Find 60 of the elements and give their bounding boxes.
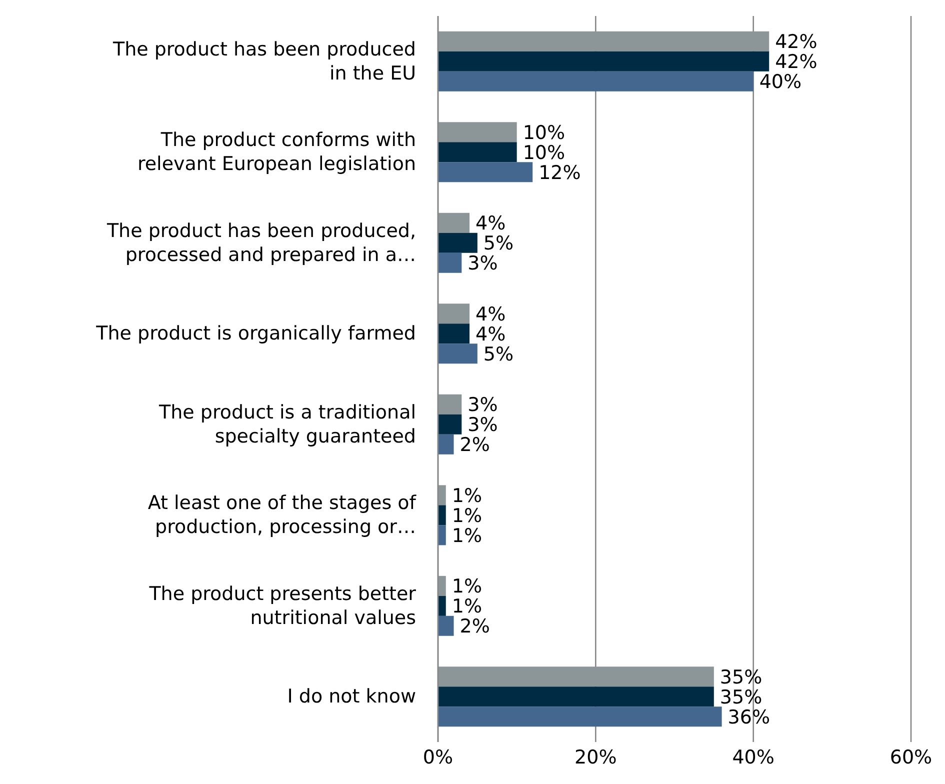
data-label: 2% [460, 434, 490, 456]
y-tick-label: The product presents better nutritional values [148, 582, 416, 629]
bar [438, 324, 470, 344]
data-label: 40% [759, 71, 802, 94]
bar [438, 525, 446, 546]
data-label: 36% [728, 706, 770, 728]
y-tick-label: At least one of the stages of production, processing or… [148, 492, 418, 538]
data-label: 5% [483, 343, 514, 366]
data-label: 42% [775, 51, 818, 74]
y-tick-label: The product is a traditional specialty guaranteed [158, 401, 416, 448]
bar [438, 394, 462, 414]
x-tick-label: 40% [732, 746, 774, 768]
data-label: 4% [476, 303, 506, 326]
bar [438, 212, 470, 233]
data-label: 42% [775, 31, 818, 54]
data-label: 1% [452, 484, 482, 507]
x-tick-label: 0% [422, 746, 454, 768]
data-label: 3% [468, 414, 498, 436]
data-label: 4% [476, 323, 506, 346]
bar [438, 576, 446, 596]
bar [438, 51, 770, 72]
bar [438, 616, 454, 636]
bar [438, 252, 462, 273]
data-label: 12% [538, 162, 581, 184]
y-tick-label: The product conforms with relevant European legislation [137, 129, 416, 176]
data-label: 1% [452, 524, 482, 547]
data-label: 3% [468, 252, 498, 275]
data-label: 3% [468, 394, 498, 416]
data-label: 1% [452, 504, 482, 527]
bar [438, 485, 446, 506]
bar [438, 706, 722, 727]
data-label: 10% [522, 122, 566, 144]
bar [438, 142, 517, 162]
bar [438, 505, 446, 526]
bar [438, 666, 714, 687]
y-tick-label: The product has been produced, processed and prepared in a… [106, 220, 416, 266]
bar [438, 434, 454, 454]
bar [438, 71, 754, 92]
data-label: 35% [720, 666, 762, 688]
bar [438, 596, 446, 616]
data-label: 2% [460, 616, 490, 638]
x-tick-label: 20% [574, 746, 617, 768]
bar [438, 686, 714, 707]
bar [438, 232, 478, 253]
bar [438, 122, 517, 142]
y-tick-label: The product is organically farmed [95, 322, 416, 345]
bar [438, 31, 770, 52]
y-tick-label: I do not know [287, 686, 416, 708]
x-tick-label: 60% [890, 746, 932, 768]
data-label: 1% [452, 596, 482, 618]
bar [438, 162, 533, 182]
bar [438, 414, 462, 434]
data-label: 5% [483, 232, 514, 255]
bar [438, 344, 478, 364]
bar [438, 304, 470, 324]
data-label: 35% [720, 686, 762, 708]
data-label: 4% [476, 212, 506, 235]
data-label: 10% [522, 142, 566, 164]
data-label: 1% [452, 576, 482, 598]
y-tick-label: The product has been produced in the EU [112, 38, 416, 84]
